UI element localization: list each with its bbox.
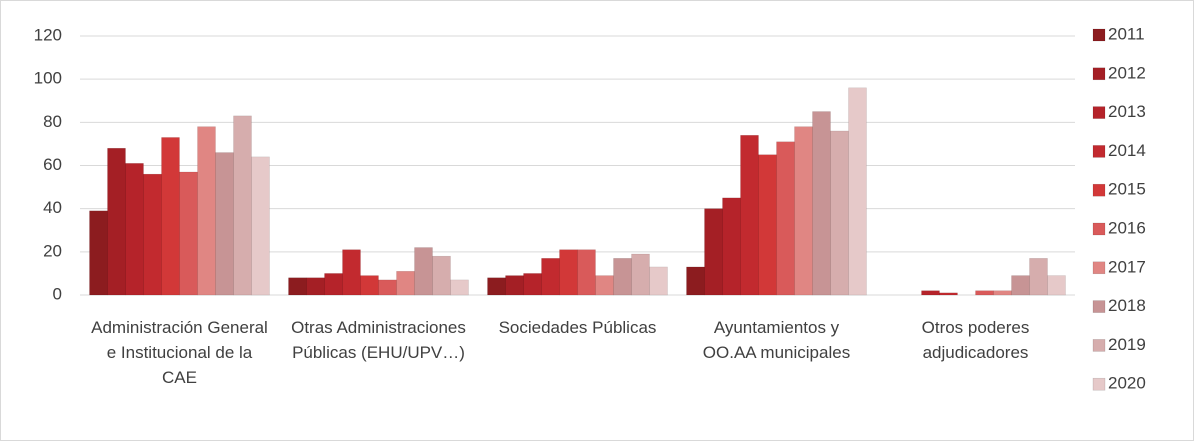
- bar: [577, 249, 596, 296]
- bar: [215, 152, 234, 296]
- x-tick-label: Administración General e Institucional d…: [91, 318, 268, 387]
- y-tick-label: 100: [34, 69, 62, 88]
- bar: [378, 279, 397, 296]
- bar: [1029, 258, 1048, 296]
- legend-label: 2012: [1108, 63, 1146, 82]
- legend-label: 2016: [1108, 218, 1146, 237]
- bar: [197, 126, 216, 296]
- bar: [143, 173, 162, 296]
- bar: [179, 171, 198, 296]
- x-tick-label: Otros poderes adjudicadores: [921, 318, 1030, 362]
- legend-swatch: [1092, 28, 1106, 42]
- x-tick-label: Ayuntamientos y OO.AA municipales: [702, 318, 851, 362]
- bar: [342, 249, 361, 296]
- legend-label: 2020: [1108, 374, 1146, 393]
- bar: [505, 275, 524, 296]
- bar: [487, 277, 506, 296]
- legend-swatch: [1092, 222, 1106, 236]
- bar: [993, 290, 1012, 296]
- bar: [921, 290, 940, 296]
- bar: [89, 210, 108, 296]
- bar: [1047, 275, 1066, 296]
- y-tick-label: 80: [43, 112, 62, 131]
- bar: [396, 271, 415, 296]
- legend-swatch: [1092, 145, 1106, 158]
- bar: [758, 154, 777, 296]
- bar: [631, 253, 650, 296]
- bar: [649, 266, 668, 296]
- y-tick-label: 60: [43, 155, 62, 174]
- legend-label: 2019: [1108, 335, 1146, 354]
- bar: [306, 277, 325, 296]
- y-tick-label: 20: [43, 241, 62, 260]
- bar: [776, 141, 795, 296]
- legend-label: 2014: [1108, 141, 1146, 160]
- bar: [360, 275, 379, 296]
- bar: [324, 273, 343, 296]
- bar: [161, 137, 180, 296]
- bar: [975, 290, 994, 296]
- bar: [559, 249, 578, 296]
- bar: [830, 130, 849, 296]
- bar: [233, 115, 252, 296]
- legend-swatch: [1092, 106, 1106, 119]
- bar: [288, 277, 307, 296]
- bar: [251, 156, 270, 296]
- legend-label: 2011: [1108, 24, 1145, 43]
- legend-swatch: [1092, 339, 1106, 352]
- bar: [939, 292, 958, 296]
- bar: [107, 147, 126, 296]
- bar: [794, 126, 813, 296]
- bar: [125, 163, 144, 296]
- bar: [450, 279, 469, 296]
- legend-swatch: [1092, 377, 1106, 391]
- bar: [686, 266, 705, 296]
- bar: [523, 273, 542, 296]
- bar: [613, 258, 632, 296]
- legend-label: 2017: [1108, 257, 1146, 276]
- legend-swatch: [1092, 183, 1106, 197]
- bar: [541, 258, 560, 296]
- bar: [1011, 275, 1030, 296]
- x-tick-label: Otras Administraciones Públicas (EHU/UPV…: [291, 318, 466, 362]
- legend-label: 2013: [1108, 102, 1146, 121]
- bar: [722, 197, 741, 296]
- legend-label: 2015: [1108, 180, 1146, 199]
- bar: [848, 87, 867, 296]
- bar: [432, 255, 451, 296]
- legend-swatch: [1092, 67, 1106, 81]
- legend-swatch: [1092, 300, 1106, 313]
- bar: [595, 275, 614, 296]
- y-tick-label: 0: [53, 284, 62, 303]
- x-tick-label: Sociedades Públicas: [498, 318, 657, 337]
- legend-swatch: [1092, 261, 1106, 275]
- bar: [812, 111, 831, 296]
- bar: [740, 135, 759, 296]
- legend-label: 2018: [1108, 296, 1146, 315]
- bar: [414, 247, 433, 296]
- bar: [704, 208, 723, 296]
- y-tick-label: 120: [34, 25, 62, 44]
- y-tick-label: 40: [43, 198, 62, 217]
